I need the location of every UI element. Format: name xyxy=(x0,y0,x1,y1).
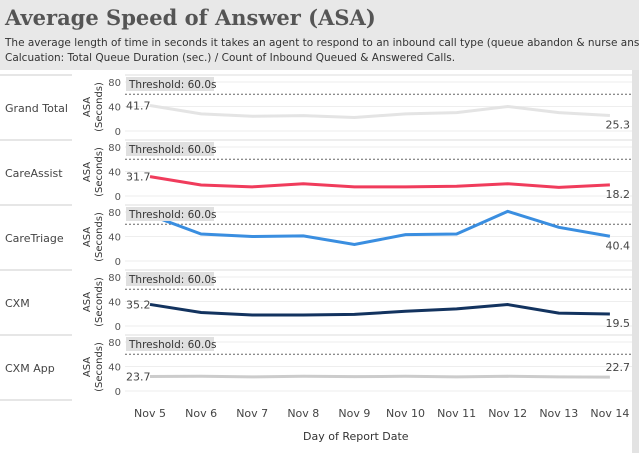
y-tick-label: 40 xyxy=(108,298,121,309)
threshold-label: Threshold: 60.0s xyxy=(128,339,216,351)
series-line xyxy=(149,103,610,120)
scrollbar[interactable] xyxy=(632,70,639,453)
threshold-label-bg xyxy=(126,142,214,156)
y-tick-label: 80 xyxy=(108,143,121,154)
series-line xyxy=(149,175,610,189)
row-label: CXM xyxy=(5,297,30,310)
threshold-label: Threshold: 60.0s xyxy=(128,274,216,286)
y-axis-label: ASA(Seconds) xyxy=(82,82,105,132)
subtitle: The average length of time in seconds it… xyxy=(5,37,639,49)
row-label: CareTriage xyxy=(5,232,64,245)
threshold-label: Threshold: 60.0s xyxy=(128,144,216,156)
y-tick-label: 0 xyxy=(115,127,121,138)
row-label: CareAssist xyxy=(5,167,63,180)
y-tick-label: 0 xyxy=(115,322,121,333)
y-tick-label: 0 xyxy=(115,192,121,203)
row-label: CXM App xyxy=(5,362,55,375)
last-value-label: 40.4 xyxy=(606,239,631,252)
y-tick-label: 40 xyxy=(108,168,121,179)
y-tick-label: 40 xyxy=(108,363,121,374)
row-label: Grand Total xyxy=(5,102,68,115)
threshold-label: Threshold: 60.0s xyxy=(128,209,216,221)
series-line xyxy=(149,374,610,379)
x-tick-label: Nov 11 xyxy=(437,407,476,420)
x-tick-label: Nov 7 xyxy=(236,407,268,420)
last-value-label: 22.7 xyxy=(606,361,631,374)
y-axis-label: ASA(Seconds) xyxy=(82,277,105,327)
x-tick-label: Nov 12 xyxy=(488,407,527,420)
header: Average Speed of Answer (ASA) The averag… xyxy=(0,0,639,70)
y-tick-label: 80 xyxy=(108,208,121,219)
x-tick-label: Nov 14 xyxy=(590,407,629,420)
threshold-label-bg xyxy=(126,337,214,351)
x-tick-label: Nov 8 xyxy=(287,407,319,420)
y-axis-label: ASA(Seconds) xyxy=(82,147,105,197)
threshold-label: Threshold: 60.0s xyxy=(128,79,216,91)
x-tick-label: Nov 6 xyxy=(185,407,217,420)
last-value-label: 25.3 xyxy=(606,119,631,132)
x-tick-label: Nov 9 xyxy=(338,407,370,420)
threshold-label-bg xyxy=(126,77,214,91)
y-tick-label: 40 xyxy=(108,233,121,244)
y-axis-label: ASA(Seconds) xyxy=(82,212,105,262)
x-tick-label: Nov 13 xyxy=(539,407,578,420)
x-axis-title: Day of Report Date xyxy=(303,430,409,443)
threshold-label-bg xyxy=(126,207,214,221)
last-value-label: 18.2 xyxy=(606,188,631,201)
y-tick-label: 0 xyxy=(115,257,121,268)
first-value-label: 35.2 xyxy=(126,298,151,311)
x-tick-label: Nov 5 xyxy=(134,407,166,420)
page-title: Average Speed of Answer (ASA) xyxy=(5,5,376,30)
first-value-label: 31.7 xyxy=(126,171,151,184)
y-tick-label: 40 xyxy=(108,103,121,114)
last-value-label: 19.5 xyxy=(606,317,631,330)
x-tick-label: Nov 10 xyxy=(386,407,425,420)
first-value-label: 41.7 xyxy=(126,99,151,112)
y-tick-label: 80 xyxy=(108,273,121,284)
threshold-label-bg xyxy=(126,272,214,286)
calculation-note: Calcuation: Total Queue Duration (sec.) … xyxy=(5,52,456,64)
series-line xyxy=(149,209,611,246)
y-tick-label: 80 xyxy=(108,78,121,89)
first-value-label: 23.7 xyxy=(126,370,151,383)
y-tick-label: 0 xyxy=(115,387,121,398)
series-line xyxy=(149,302,610,317)
y-axis-label: ASA(Seconds) xyxy=(82,342,105,392)
y-tick-label: 80 xyxy=(108,338,121,349)
